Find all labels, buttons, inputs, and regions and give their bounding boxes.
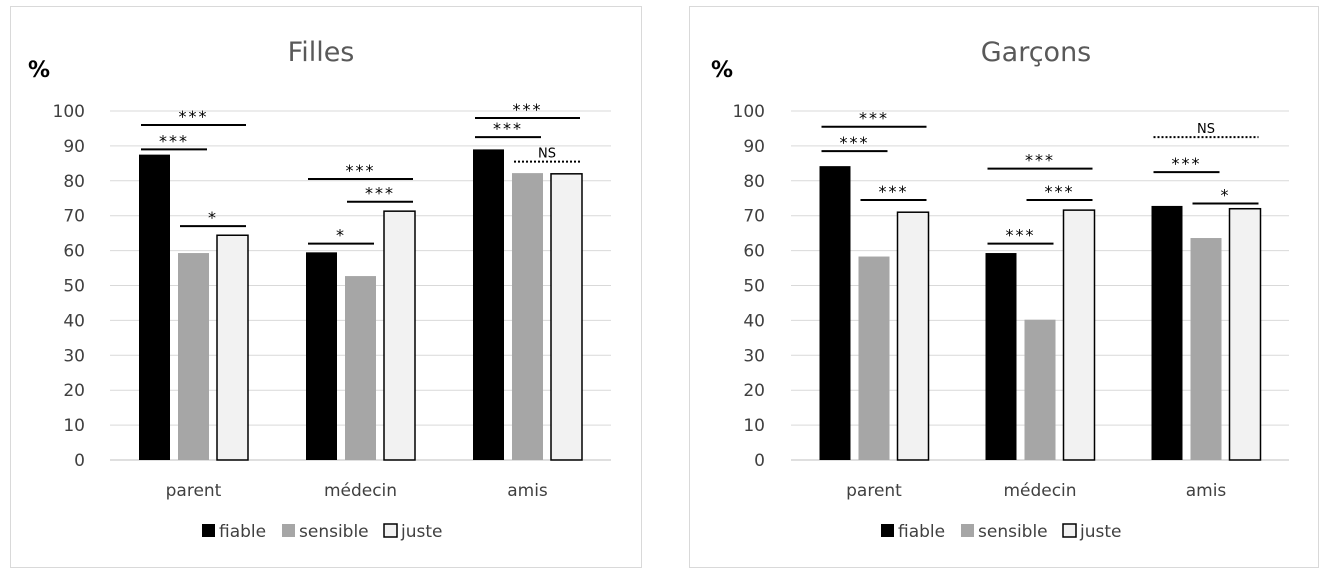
y-tick-label: 90 (63, 137, 85, 157)
y-axis-label: % (711, 58, 733, 83)
bar-sensible-parent (858, 256, 890, 460)
legend-label: sensible (978, 522, 1048, 542)
y-tick-label: 30 (743, 346, 765, 366)
legend-label: fiable (219, 522, 266, 542)
y-tick-label: 50 (743, 277, 765, 297)
significance-label: *** (346, 161, 376, 180)
significance-label: * (336, 226, 346, 245)
bar-juste-parent (896, 211, 930, 461)
significance-label: *** (1006, 226, 1036, 245)
x-tick-label: amis (1186, 481, 1227, 501)
x-tick-label: médecin (1003, 481, 1076, 501)
chart-svg-filles: Filles% 0 10 20 30 40 50 60 70 80 90 100 parent médec… (28, 37, 611, 542)
y-tick-label: 80 (63, 172, 85, 192)
legend-swatch-fiable (881, 524, 894, 537)
bar-fiable-parent (139, 154, 170, 460)
bar-sensible-médecin (1024, 319, 1056, 460)
y-tick-label: 0 (74, 451, 85, 471)
y-tick-label: 60 (743, 242, 765, 262)
significance-label: *** (1172, 154, 1202, 173)
bar-fiable-médecin (306, 252, 337, 460)
bar-fiable-amis (473, 149, 504, 460)
x-tick-label: amis (507, 481, 548, 501)
bar-sensible-parent (178, 253, 209, 460)
y-tick-label: 10 (63, 416, 85, 436)
chart-panel-garcons: Garçons% 0 10 20 30 40 50 60 70 80 90 100 parent méde… (689, 6, 1319, 568)
y-tick-label: 10 (743, 416, 765, 436)
x-tick-label: médecin (324, 481, 397, 501)
bar-juste-parent (216, 234, 249, 461)
significance-label: NS (1197, 122, 1215, 137)
bar-fiable-amis (1151, 205, 1183, 460)
bar-juste-amis (1228, 207, 1262, 461)
legend-swatch-sensible (961, 524, 974, 537)
y-tick-label: 0 (754, 451, 765, 471)
chart-title: Filles (288, 37, 355, 68)
y-tick-label: 70 (743, 207, 765, 227)
y-tick-label: 80 (743, 172, 765, 192)
bar-juste-amis (550, 173, 583, 461)
bar-juste-médecin (1062, 209, 1096, 461)
legend-swatch-juste (383, 523, 398, 538)
chart-title: Garçons (981, 37, 1092, 68)
y-tick-label: 40 (743, 311, 765, 331)
y-tick-label: 100 (53, 102, 85, 122)
y-tick-label: 90 (743, 137, 765, 157)
legend-swatch-juste (1062, 523, 1077, 538)
significance-label: *** (365, 184, 395, 203)
legend-swatch-sensible (282, 524, 295, 537)
chart-svg-garcons: Garçons% 0 10 20 30 40 50 60 70 80 90 100 parent méde… (711, 37, 1289, 542)
y-tick-label: 40 (63, 311, 85, 331)
bar-fiable-parent (819, 166, 851, 460)
y-tick-label: 100 (733, 102, 765, 122)
y-tick-label: 20 (63, 381, 85, 401)
x-tick-label: parent (166, 481, 222, 501)
bar-sensible-médecin (345, 276, 376, 460)
significance-label: *** (493, 119, 523, 138)
y-tick-label: 50 (63, 277, 85, 297)
legend-label: juste (400, 522, 442, 542)
bar-sensible-amis (512, 173, 543, 460)
bar-fiable-médecin (985, 253, 1017, 460)
significance-label: *** (159, 131, 189, 150)
significance-label: * (1221, 185, 1231, 204)
significance-label: *** (879, 182, 909, 201)
legend-label: fiable (898, 522, 945, 542)
significance-label: *** (513, 100, 543, 119)
y-tick-label: 70 (63, 207, 85, 227)
legend-label: juste (1079, 522, 1121, 542)
legend-swatch-fiable (202, 524, 215, 537)
significance-label: *** (179, 107, 209, 126)
y-tick-label: 60 (63, 242, 85, 262)
y-tick-label: 30 (63, 346, 85, 366)
bar-juste-médecin (383, 210, 416, 461)
significance-label: NS (538, 147, 556, 162)
significance-label: *** (1045, 182, 1075, 201)
bar-sensible-amis (1190, 238, 1222, 460)
significance-label: *** (859, 109, 889, 128)
y-axis-label: % (28, 58, 50, 83)
significance-label: *** (840, 133, 870, 152)
significance-label: * (208, 208, 218, 227)
x-tick-label: parent (846, 481, 902, 501)
legend-label: sensible (299, 522, 369, 542)
significance-label: *** (1025, 151, 1055, 170)
y-tick-label: 20 (743, 381, 765, 401)
chart-panel-filles: Filles% 0 10 20 30 40 50 60 70 80 90 100 parent médec… (10, 6, 642, 568)
